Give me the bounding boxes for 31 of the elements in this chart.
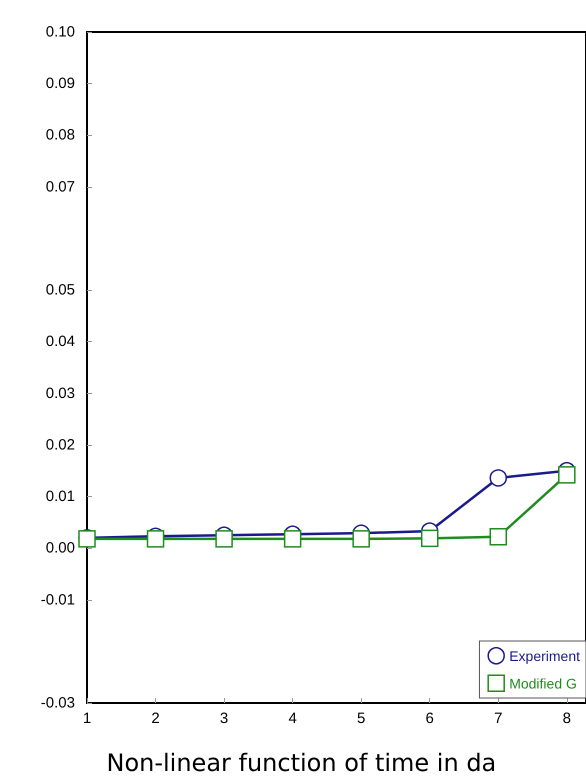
legend-label: Experiment — [509, 648, 580, 664]
x-tick-label: 5 — [357, 710, 366, 727]
point — [146, 530, 164, 548]
x-tick-label: 3 — [220, 710, 228, 727]
x-tick-label: 4 — [288, 710, 297, 727]
y-tick-label: 0.09 — [46, 75, 75, 92]
x-tick-label: 6 — [426, 710, 434, 727]
y-tick-label: 0.05 — [46, 282, 75, 299]
y-tick-label: 0.01 — [46, 488, 75, 506]
y-tick-label: 0.03 — [46, 384, 75, 402]
y-tick-label: 0.08 — [46, 126, 75, 144]
point — [215, 530, 233, 548]
point — [490, 469, 508, 487]
x-tick-label: 7 — [494, 710, 502, 727]
x-tick-label: 2 — [151, 710, 160, 727]
point — [284, 530, 302, 548]
y-tick-label: -0.01 — [40, 591, 75, 608]
x-axis-title: Non-linear function of time in da — [106, 749, 496, 777]
y-tick-label: 0.10 — [46, 24, 75, 40]
y-tick-label: 0.04 — [46, 333, 75, 350]
point — [558, 466, 576, 484]
point — [490, 528, 508, 546]
x-tick-label: 8 — [562, 710, 571, 727]
y-tick-label: -0.03 — [40, 694, 75, 712]
y-tick-label: 0.00 — [46, 540, 75, 557]
y-tick-label: 0.02 — [46, 436, 75, 454]
point — [352, 530, 370, 548]
y-tick-label: 0.07 — [46, 178, 75, 196]
legend-label: Modified G — [509, 675, 577, 692]
point — [420, 530, 438, 548]
x-tick-label: 1 — [82, 710, 92, 727]
